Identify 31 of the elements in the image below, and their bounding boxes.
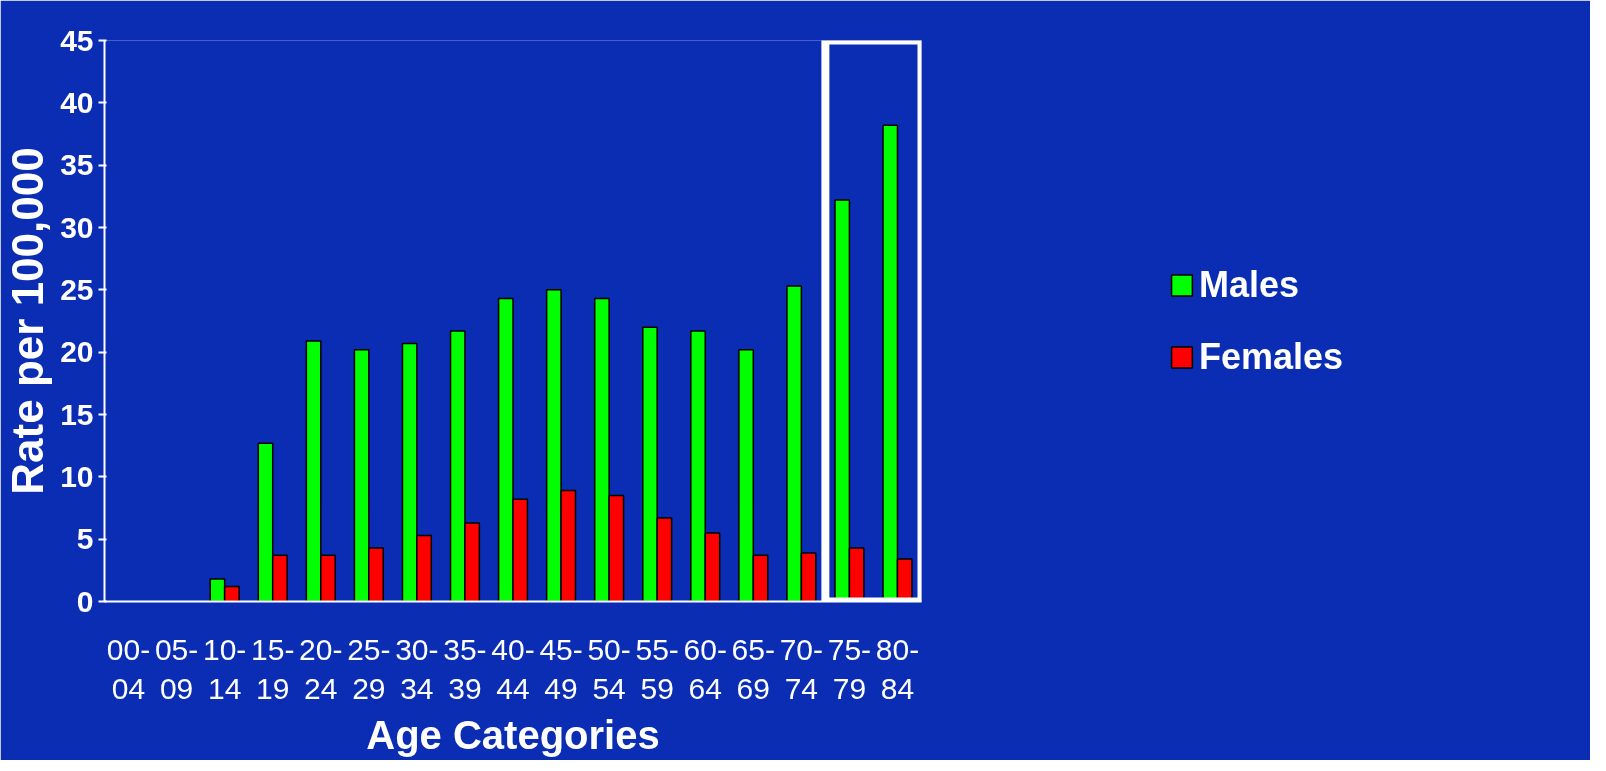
legend-label: Females [1198, 335, 1344, 378]
y-tick-label: 0 [76, 584, 94, 618]
x-tick-label: 75-79 [827, 632, 872, 706]
x-tick-label: 30-34 [395, 632, 439, 706]
y-tick-label: 5 [76, 522, 94, 556]
x-tick-label: 15-19 [251, 632, 295, 706]
y-tick-label: 20 [60, 335, 94, 369]
y-tick-label: 15 [60, 397, 94, 431]
x-tick-label: 45-49 [539, 632, 583, 706]
x-tick-label: 35-39 [443, 632, 487, 706]
x-tick-label: 65-69 [731, 632, 775, 706]
x-tick-label: 55-59 [635, 632, 679, 706]
y-tick-label: 25 [60, 272, 94, 306]
y-tick-label: 40 [60, 85, 94, 119]
x-tick-label: 25-29 [347, 632, 391, 706]
y-axis-title: Rate per 100,000 [3, 147, 53, 495]
y-tick-label: 30 [60, 210, 94, 244]
legend-label: Males [1198, 263, 1300, 306]
x-tick-label: 20-24 [299, 632, 343, 706]
x-axis-title: Age Categories [366, 713, 660, 758]
x-tick-label: 70-74 [779, 632, 824, 706]
x-tick-label: 50-54 [587, 632, 631, 706]
y-tick-label: 10 [60, 459, 94, 493]
x-tick-label: 60-64 [683, 632, 727, 706]
x-tick-label: 10-14 [202, 632, 247, 706]
y-tick-label: 35 [60, 148, 94, 182]
x-tick-label: 00-04 [106, 632, 151, 706]
y-tick-label: 45 [60, 23, 94, 57]
x-tick-label: 40-44 [491, 632, 535, 706]
x-tick-label: 05-09 [154, 632, 199, 706]
x-tick-label: 80-84 [875, 632, 920, 706]
